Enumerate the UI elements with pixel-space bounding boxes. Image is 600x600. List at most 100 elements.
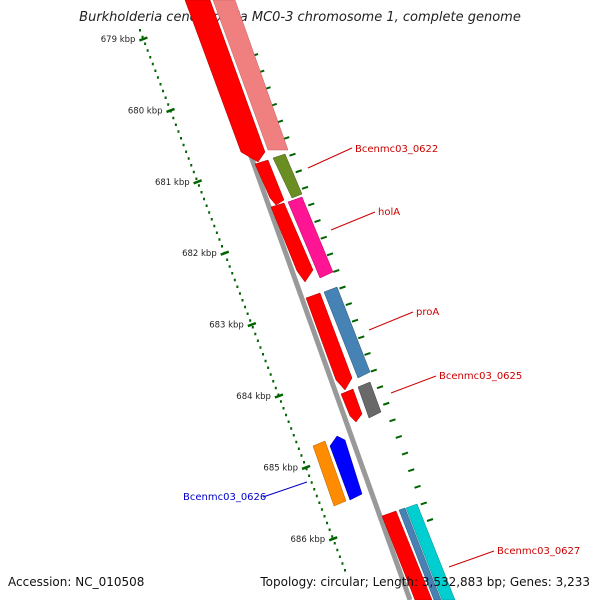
gene-hola <box>287 196 334 279</box>
minor-tick <box>414 484 421 489</box>
major-tick <box>166 107 175 114</box>
major-tick <box>301 464 311 471</box>
major-tick <box>328 536 338 542</box>
tick-dot <box>236 285 239 288</box>
tick-dot <box>244 305 247 309</box>
minor-tick <box>339 285 346 290</box>
tick-dot <box>180 137 182 140</box>
tick-dot <box>267 366 270 369</box>
tick-label: 686 kbp <box>291 535 326 545</box>
tick-dot <box>246 312 249 315</box>
minor-tick <box>320 235 328 240</box>
tick-dot <box>156 76 159 79</box>
minor-tick <box>326 252 334 257</box>
major-tick <box>274 393 284 399</box>
tick-dot <box>313 488 316 491</box>
gene-features <box>184 0 456 600</box>
tick-dot <box>326 521 329 525</box>
tick-label: 683 kbp <box>209 321 244 331</box>
label-connectors <box>262 147 495 568</box>
tick-dot <box>315 494 318 498</box>
tick-dot <box>333 542 336 545</box>
gene-feature <box>212 0 289 151</box>
tick-dot <box>238 292 241 295</box>
tick-dot <box>164 96 167 99</box>
gene-label: Bcenmc03_0622 <box>355 144 438 155</box>
tick-dot <box>277 393 280 396</box>
minor-tick <box>401 451 409 456</box>
tick-label: 679 kbp <box>101 35 136 45</box>
tick-dot <box>210 218 213 221</box>
gene-bcenmc03-0622 <box>272 153 303 199</box>
tick-dot <box>185 150 188 153</box>
major-tick <box>247 321 257 328</box>
tick-dot <box>192 170 195 174</box>
gene-label: proA <box>416 307 439 318</box>
minor-tick <box>301 185 309 190</box>
tick-dot <box>195 177 198 180</box>
minor-tick <box>426 518 434 522</box>
tick-dot <box>177 130 180 133</box>
tick-dot <box>167 103 170 106</box>
tick-dot <box>149 56 152 59</box>
major-tick <box>138 36 148 42</box>
tick-dot <box>218 238 221 241</box>
tick-dot <box>200 191 203 194</box>
gene-bcenmc03-0626 <box>329 435 363 501</box>
tick-dot <box>251 326 254 329</box>
tick-dot <box>174 123 177 126</box>
minor-tick <box>357 335 365 340</box>
tick-dot <box>197 184 200 187</box>
tick-dot <box>159 83 162 86</box>
tick-dot <box>141 35 144 39</box>
tick-dot <box>221 245 223 248</box>
tick-dot <box>208 211 211 214</box>
cds-feature <box>305 292 353 391</box>
tick-dot <box>162 89 165 93</box>
tick-dot <box>305 467 308 471</box>
major-tick <box>193 179 203 185</box>
tick-dot <box>344 569 346 572</box>
tick-dot <box>215 231 218 234</box>
tick-dot <box>341 562 344 565</box>
gene-labels: Bcenmc03_0622 holA proA Bcenmc03_0625 Bc… <box>183 144 580 557</box>
tick-dot <box>187 157 190 160</box>
minor-tick <box>295 169 303 174</box>
tick-dot <box>323 515 326 518</box>
tick-dotted-line <box>139 29 346 572</box>
gene-bcenmc03-0625 <box>357 381 382 419</box>
tick-dot <box>228 265 231 268</box>
minor-tick <box>370 368 378 373</box>
tick-dot <box>264 359 267 363</box>
tick-dot <box>300 454 303 457</box>
cds-feature <box>184 0 266 163</box>
tick-dot <box>241 299 244 302</box>
tick-dot <box>272 380 275 383</box>
tick-dot <box>249 319 252 322</box>
minor-tick <box>289 152 296 157</box>
tick-dot <box>231 272 234 275</box>
tick-dot <box>154 69 157 72</box>
accession-text: Accession: NC_010508 <box>8 575 145 589</box>
cds-feature <box>270 202 314 283</box>
tick-dot <box>139 29 141 32</box>
tick-dot <box>146 49 149 52</box>
tick-dot <box>279 400 282 403</box>
minor-tick <box>314 219 321 224</box>
tick-label: 685 kbp <box>263 463 298 473</box>
minor-tick <box>382 401 390 406</box>
minor-tick <box>351 318 359 323</box>
gene-bcenmc03-0627 <box>405 503 456 600</box>
gene-feature <box>398 507 442 600</box>
gene-label: Bcenmc03_0625 <box>439 371 522 382</box>
gene-label: Bcenmc03_0626 <box>183 492 266 503</box>
cds-feature <box>340 388 363 423</box>
tick-dot <box>190 164 193 167</box>
tick-dot <box>310 481 313 484</box>
minor-tick <box>332 268 340 273</box>
tick-dot <box>172 116 175 120</box>
tick-label: 684 kbp <box>236 392 271 402</box>
tick-dot <box>151 62 154 66</box>
tick-labels: 679 kbp 680 kbp 681 kbp 682 kbp 683 kbp 684 k… <box>101 35 338 545</box>
